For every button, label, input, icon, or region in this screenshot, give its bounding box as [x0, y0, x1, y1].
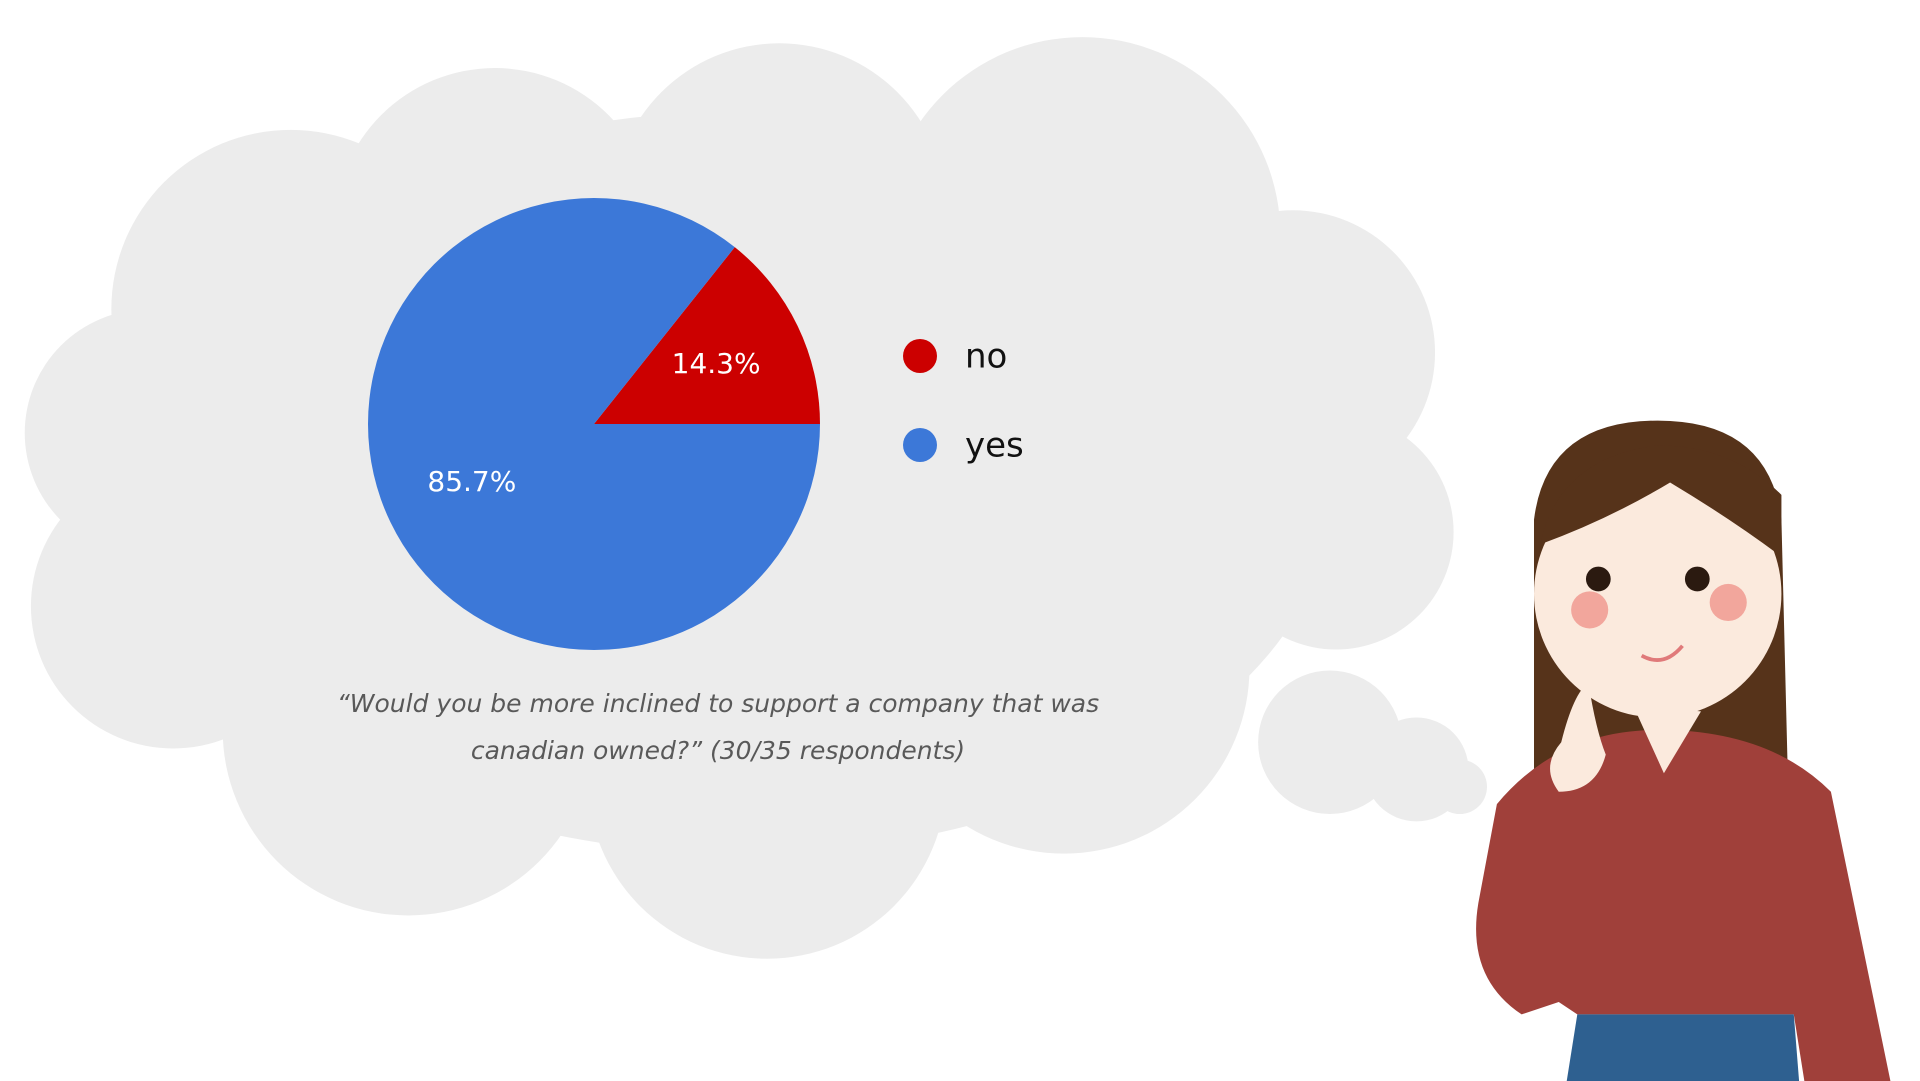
pie-slice	[368, 197, 820, 650]
girl-illustration	[1476, 420, 1891, 1081]
thought-cloud	[24, 37, 1487, 959]
value-label: 14.3%	[672, 347, 761, 380]
pie-slice	[594, 247, 820, 424]
legend-marker	[903, 339, 937, 373]
legend-label: yes	[965, 426, 1024, 466]
legend-marker	[903, 428, 937, 462]
legend-label: no	[965, 337, 1007, 377]
value-label: 85.7%	[427, 465, 516, 498]
caption: “Would you be more inclined to support a…	[336, 689, 1100, 765]
